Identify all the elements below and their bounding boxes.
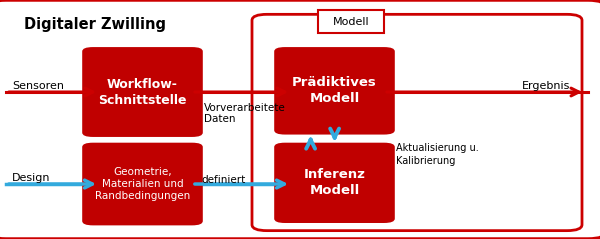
Text: Design: Design [12, 173, 50, 183]
FancyBboxPatch shape [274, 47, 395, 135]
Text: Modell: Modell [332, 16, 370, 27]
Text: Workflow-
Schnittstelle: Workflow- Schnittstelle [98, 77, 187, 107]
Text: Inferenz
Modell: Inferenz Modell [304, 168, 365, 197]
Text: Prädiktives
Modell: Prädiktives Modell [292, 76, 377, 105]
Text: Sensoren: Sensoren [12, 81, 64, 91]
Text: Ergebnis: Ergebnis [522, 81, 571, 91]
Text: Digitaler Zwilling: Digitaler Zwilling [24, 17, 166, 32]
Text: definiert: definiert [201, 175, 245, 185]
Text: Geometrie,
Materialien und
Randbedingungen: Geometrie, Materialien und Randbedingung… [95, 167, 190, 201]
Text: Aktualisierung u.
Kalibrierung: Aktualisierung u. Kalibrierung [396, 143, 479, 166]
FancyBboxPatch shape [274, 143, 395, 223]
FancyBboxPatch shape [82, 143, 203, 225]
FancyBboxPatch shape [82, 47, 203, 137]
FancyBboxPatch shape [252, 14, 582, 231]
Text: Vorverarbeitete
Daten: Vorverarbeitete Daten [204, 103, 286, 124]
FancyBboxPatch shape [318, 10, 384, 33]
